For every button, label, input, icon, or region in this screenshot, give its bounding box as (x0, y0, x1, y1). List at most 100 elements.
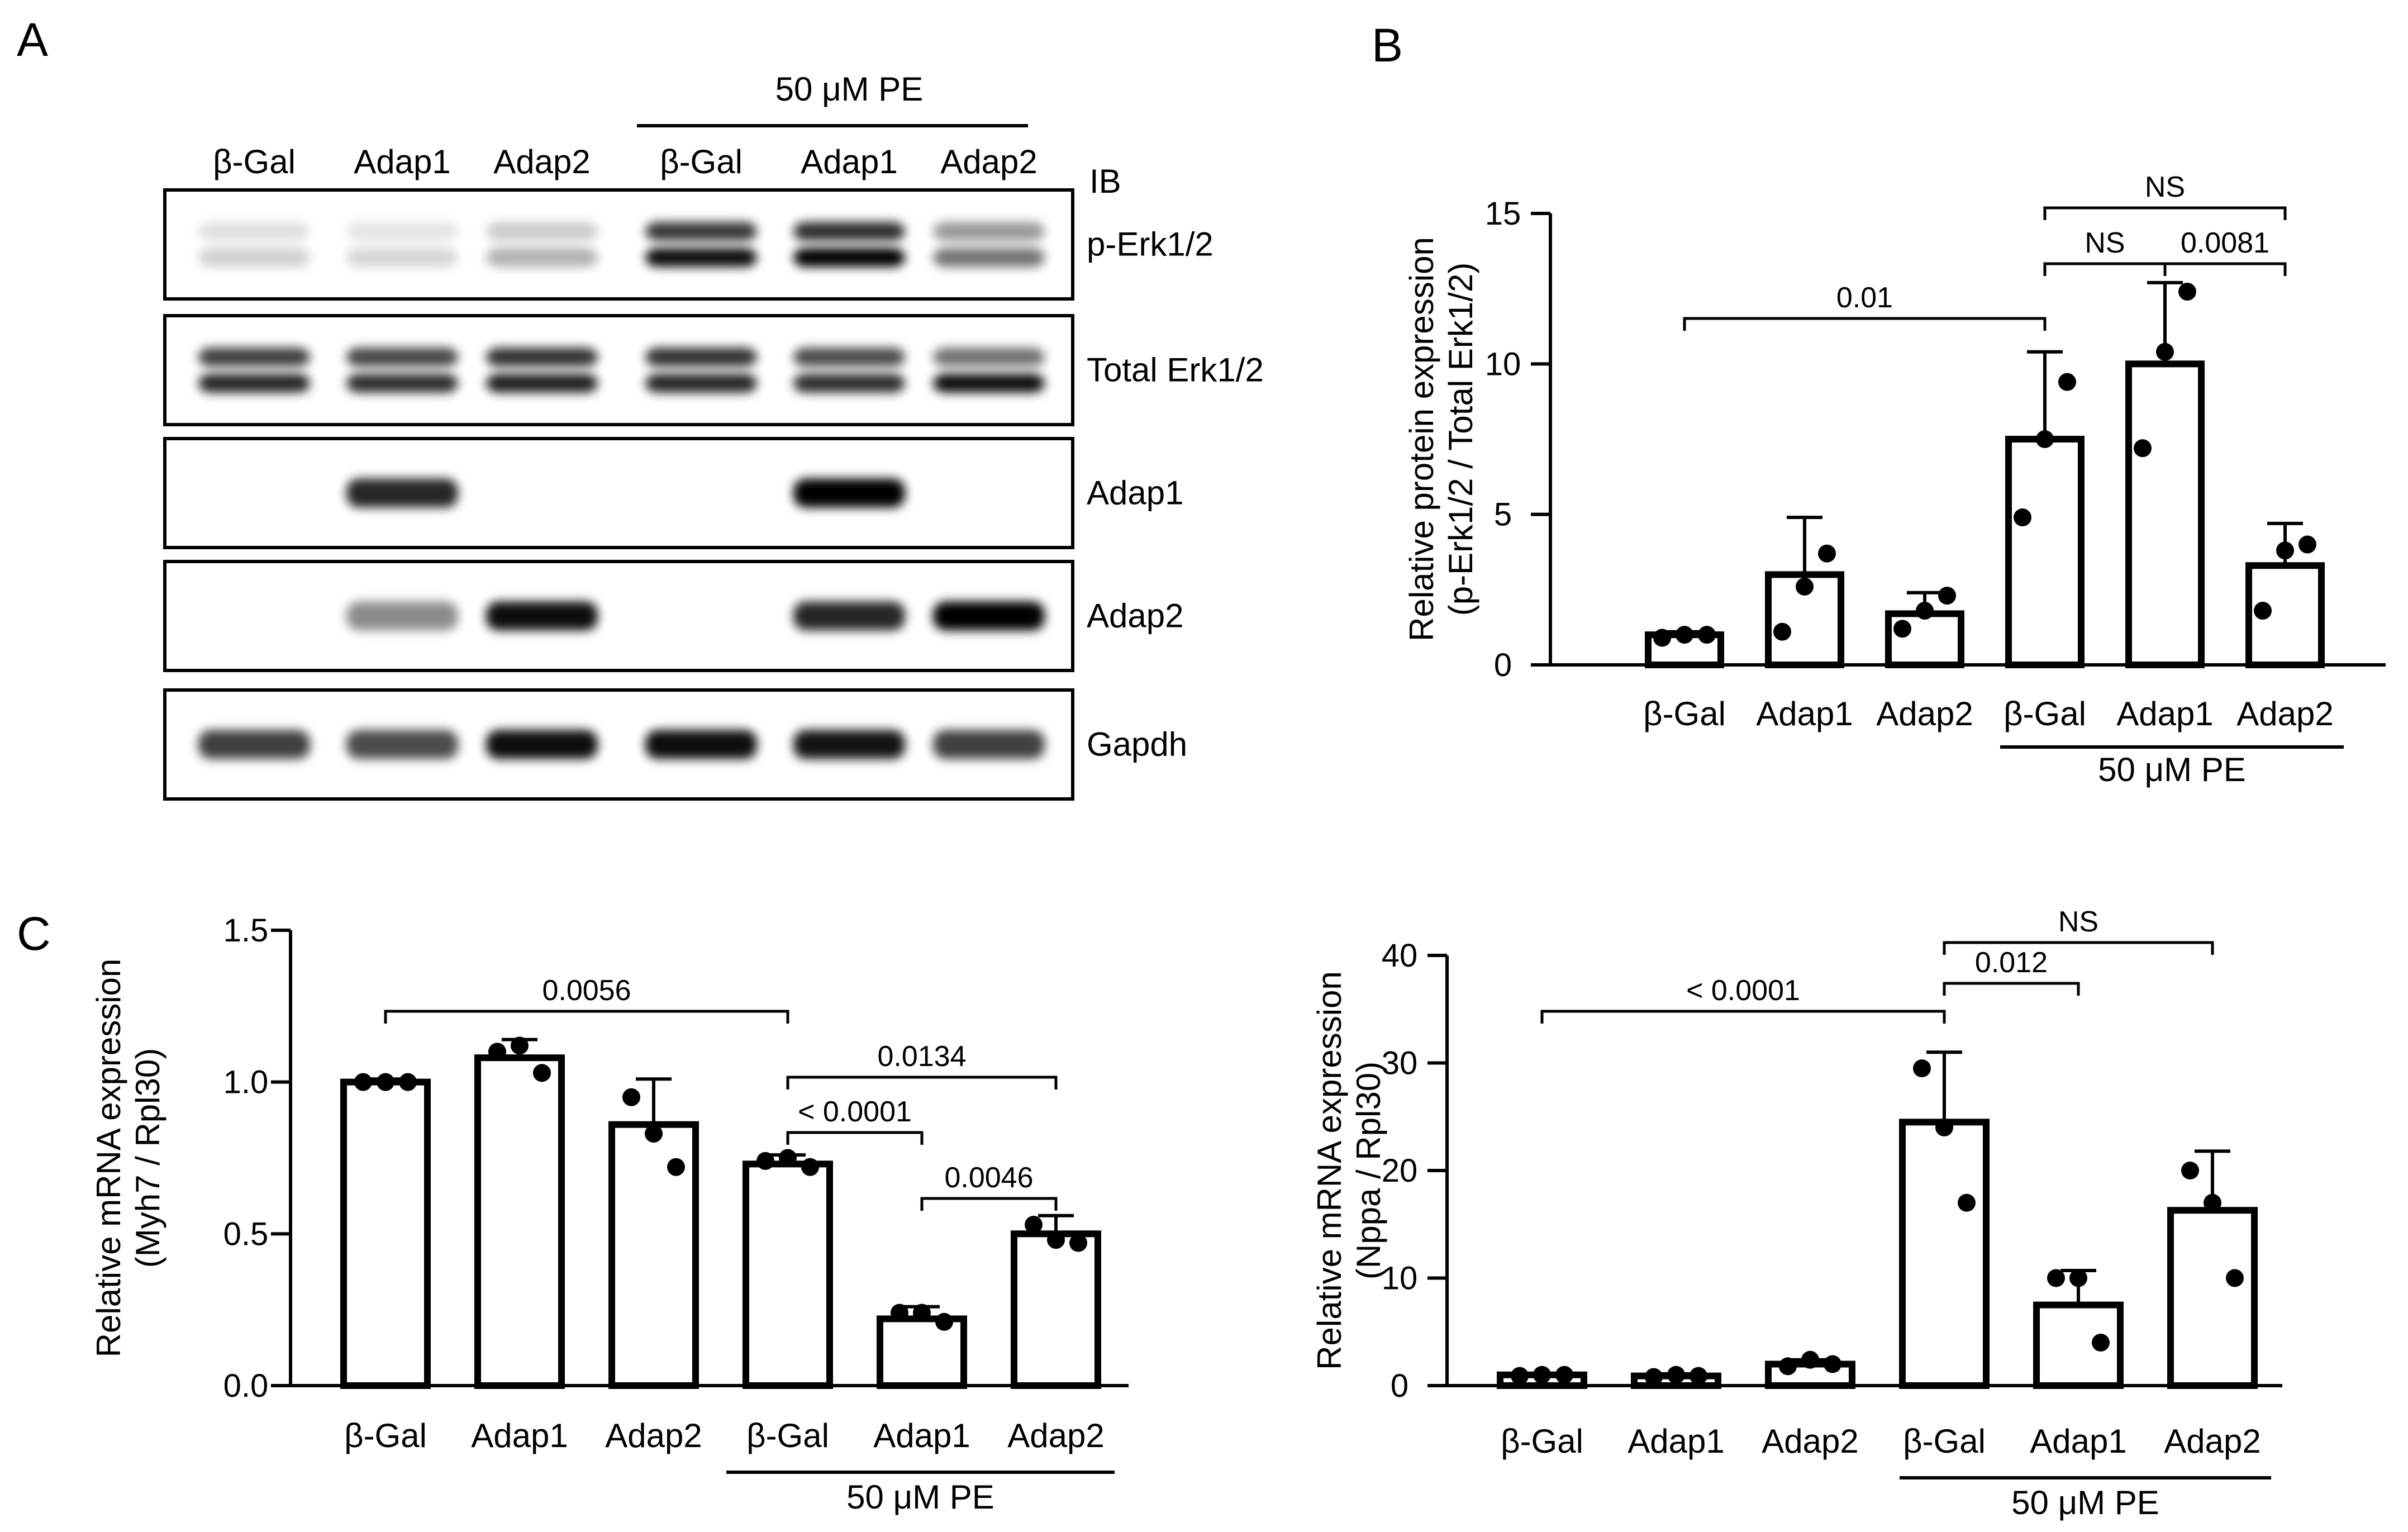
bar (2125, 360, 2205, 668)
bar (743, 1160, 833, 1390)
data-point (2014, 508, 2031, 527)
x-tick-label: Adap2 (2236, 695, 2334, 732)
bar (2005, 436, 2085, 668)
y-tick-label: 40 (1382, 938, 1418, 974)
data-point (1653, 629, 1671, 647)
blot-4: Adap2 (163, 560, 1184, 672)
data-point (1938, 587, 1956, 605)
bar (2167, 1207, 2258, 1390)
significance-bracket (1943, 941, 2214, 955)
blot-label: Gapdh (1087, 726, 1187, 763)
blot-band (793, 348, 905, 367)
data-point (1069, 1234, 1087, 1252)
blot-band (933, 222, 1045, 241)
y-axis-label-line2: (p-Erk1/2 / Total Erk1/2) (1442, 263, 1479, 616)
data-point (1916, 602, 1934, 620)
data-point (2058, 373, 2076, 391)
data-point (1824, 1355, 1841, 1373)
blot-band (486, 248, 598, 267)
blot-band (793, 730, 905, 759)
blot-band (198, 348, 310, 367)
data-point (1555, 1366, 1573, 1384)
x-tick-label: Adap2 (1762, 1422, 1859, 1460)
blot-band (645, 730, 757, 759)
data-point (1047, 1231, 1065, 1249)
data-point (2069, 1269, 2087, 1287)
blot-band (645, 348, 757, 367)
data-point (1801, 1350, 1819, 1369)
data-point (2036, 430, 2054, 448)
blot-label: Adap2 (1087, 597, 1184, 635)
x-tick-label: Adap2 (2164, 1422, 2261, 1460)
y-tick-label: 10 (1382, 1260, 1418, 1297)
significance-bracket (920, 1197, 1058, 1211)
p-value-label: 0.0134 (877, 1040, 966, 1073)
blot-band (645, 373, 757, 393)
y-tick-label: 0.5 (223, 1216, 269, 1252)
data-point (1893, 620, 1911, 638)
blot-band (933, 248, 1045, 267)
data-point (622, 1088, 640, 1106)
data-point (1511, 1367, 1529, 1385)
y-tick-label: 1.5 (223, 912, 269, 949)
blot-band (793, 248, 905, 267)
blot-band (346, 373, 458, 393)
data-point (2156, 342, 2174, 361)
blot-frame (163, 188, 1074, 301)
y-axis-label-line1: Relative mRNA expression (1311, 971, 1348, 1370)
bar (340, 1078, 431, 1389)
data-point (1773, 622, 1791, 641)
data-point (511, 1036, 529, 1055)
significance-bracket (2163, 262, 2287, 276)
panel-a-letter: A (17, 13, 48, 66)
data-point (1913, 1059, 1931, 1078)
p-value-label: 0.0056 (542, 974, 631, 1007)
wb-ib-label: IB (1089, 163, 1121, 200)
blot-band (933, 730, 1045, 759)
data-point (2178, 283, 2196, 301)
data-point (2134, 439, 2152, 458)
y-axis-label-line2: (Myh7 / Rpl30) (129, 1048, 166, 1268)
y-tick-label: 1.0 (223, 1064, 269, 1101)
x-tick-label: Adap1 (2116, 695, 2214, 732)
data-point (1676, 626, 1693, 644)
significance-bracket (384, 1010, 789, 1024)
bar (1011, 1230, 1101, 1389)
data-point (2226, 1269, 2244, 1287)
data-point (1958, 1193, 1976, 1212)
blot-band (346, 601, 458, 631)
y-tick-label: 15 (1485, 196, 1521, 232)
data-point (667, 1158, 685, 1176)
blot-band (486, 348, 598, 367)
blot-band (346, 478, 458, 508)
group-label: 50 μM PE (2098, 751, 2246, 788)
y-axis-label-line1: Relative protein expression (1403, 237, 1440, 641)
blot-band (933, 601, 1045, 631)
chart-c-nppa: 0 10 20 30 40 Relative mRNA expression (Nppa /… (1311, 906, 2282, 1521)
bar (1899, 1119, 1990, 1389)
wb-lane-label-6: Adap2 (940, 143, 1038, 180)
x-tick-label: Adap1 (2030, 1422, 2127, 1460)
x-tick-label: β-Gal (746, 1417, 829, 1454)
blot-frame (163, 688, 1074, 801)
blot-band (198, 373, 310, 393)
significance-bracket (786, 1076, 1058, 1089)
data-point (399, 1073, 417, 1091)
blot-band (198, 730, 310, 759)
x-tick-label: β-Gal (1501, 1422, 1583, 1460)
blot-band (486, 222, 598, 241)
data-point (1533, 1366, 1551, 1384)
p-value-label: 0.01 (1836, 282, 1893, 314)
blot-band (198, 222, 310, 241)
data-point (2047, 1269, 2065, 1287)
chart-c-myh7: 0.0 0.5 1.0 1.5 Relative mRNA expression (Myh… (90, 912, 1129, 1516)
data-point (756, 1152, 774, 1170)
y-tick-label: 5 (1494, 497, 1512, 533)
data-point (488, 1043, 506, 1061)
data-point (354, 1073, 372, 1091)
panel-c-letter: C (17, 907, 51, 960)
wb-lane-label-1: β-Gal (213, 143, 296, 180)
p-value-label: 0.012 (1975, 946, 2048, 979)
data-point (1779, 1357, 1797, 1376)
blot-band (346, 348, 458, 367)
